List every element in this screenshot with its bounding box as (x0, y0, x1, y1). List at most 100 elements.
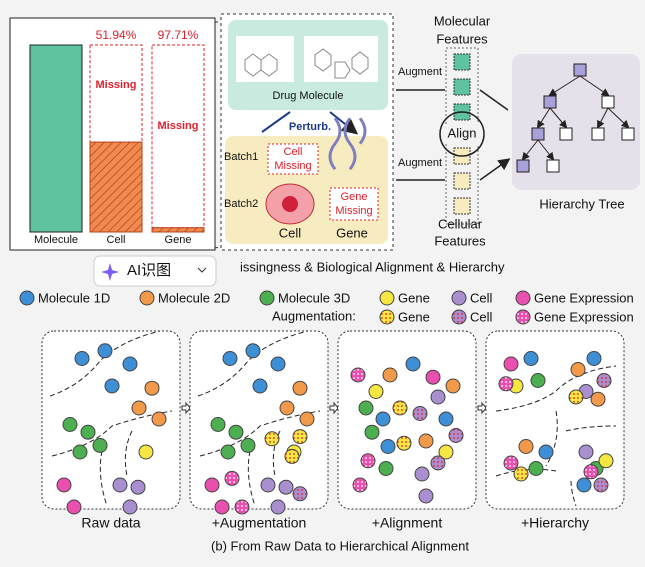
sample (204, 477, 220, 493)
sample (598, 453, 614, 469)
missing-label: 97.71% (158, 28, 199, 42)
sample (222, 351, 238, 366)
legend-marker (379, 309, 395, 325)
sample (414, 466, 430, 482)
sample (92, 437, 108, 453)
tree-edge (549, 107, 568, 129)
tree (516, 63, 635, 173)
boundary (565, 425, 617, 432)
sample (412, 406, 428, 421)
sample (214, 499, 230, 515)
molecule-image (304, 36, 378, 82)
tree-edge (537, 139, 555, 161)
stage-panel (41, 330, 181, 510)
sample (360, 453, 376, 469)
legend-label: Molecule 2D (158, 290, 230, 305)
cell-nucleus (282, 196, 298, 212)
tree-node (516, 159, 530, 173)
sample (576, 477, 592, 493)
sample (380, 439, 396, 454)
sample (252, 378, 268, 394)
sample (224, 470, 240, 486)
tree-node (546, 159, 560, 173)
boundary (199, 410, 321, 457)
tree-edge (521, 139, 539, 161)
tree-label: Hierarchy Tree (539, 196, 624, 211)
sample (104, 378, 120, 394)
legend-marker (451, 290, 467, 306)
chevron (197, 267, 207, 273)
sample (299, 411, 315, 427)
legend-label: Cell (470, 290, 493, 305)
tree-edge (597, 107, 609, 129)
sample (234, 499, 250, 515)
ai-button[interactable] (93, 255, 217, 287)
tree-node (573, 63, 587, 77)
augmentation-label: Augmentation: (272, 308, 356, 323)
legend-marker (451, 309, 467, 325)
legend-marker (379, 290, 395, 306)
sample (220, 444, 236, 460)
features-label: Features (434, 233, 486, 248)
sample (260, 477, 276, 493)
missing-bar (89, 44, 143, 143)
missing-text: Missing (335, 205, 372, 217)
sample (583, 464, 599, 480)
sample (568, 389, 584, 405)
sample (122, 499, 138, 515)
sample (80, 424, 96, 440)
boundary (570, 480, 577, 507)
boundary (197, 330, 309, 397)
sample (378, 461, 394, 476)
features-label: Features (436, 31, 488, 46)
boundary (51, 410, 173, 457)
sample (270, 499, 286, 515)
sample (518, 439, 534, 454)
sample (382, 367, 398, 383)
sample (279, 400, 295, 416)
molecule-image (236, 36, 294, 82)
stage-label: +Alignment (372, 515, 443, 531)
legend-label: Gene (398, 290, 430, 305)
sample (448, 428, 464, 443)
sample (292, 380, 308, 396)
tree-node (559, 127, 573, 141)
boundary (495, 365, 617, 412)
sample (122, 356, 138, 372)
missing-label: 51.94% (96, 28, 137, 42)
align-label: Align (448, 125, 477, 140)
sample (364, 424, 380, 440)
tree-edge (579, 75, 610, 97)
sample (130, 479, 146, 495)
sample (292, 429, 308, 445)
augment-label: Augment (398, 66, 442, 78)
sample (151, 411, 167, 427)
legend-label: Cell (470, 309, 493, 324)
present-bar (89, 141, 143, 233)
sample (72, 444, 88, 460)
sample (352, 477, 368, 493)
ai-button-label: AI识图 (127, 262, 171, 279)
sample (131, 400, 147, 416)
sample (405, 356, 421, 372)
legend-label: Molecule 1D (38, 290, 110, 305)
boundary (272, 430, 281, 477)
sample (396, 435, 412, 451)
molecule-drawing (244, 48, 369, 79)
perturb-arrow (261, 111, 355, 132)
legend-label: Gene Expression (534, 290, 634, 305)
legend-label: Molecule 3D (278, 290, 350, 305)
sample (112, 477, 128, 493)
legend-marker (515, 309, 531, 325)
features-label: Molecular (434, 13, 491, 28)
missing-bar (151, 44, 205, 229)
category-label: Molecule (34, 234, 78, 246)
legend-marker (139, 290, 155, 306)
sample (445, 378, 461, 394)
sample (240, 437, 256, 453)
align-bg (444, 124, 480, 144)
boundary (124, 430, 133, 477)
sample (97, 343, 113, 359)
tree-node (601, 95, 615, 109)
